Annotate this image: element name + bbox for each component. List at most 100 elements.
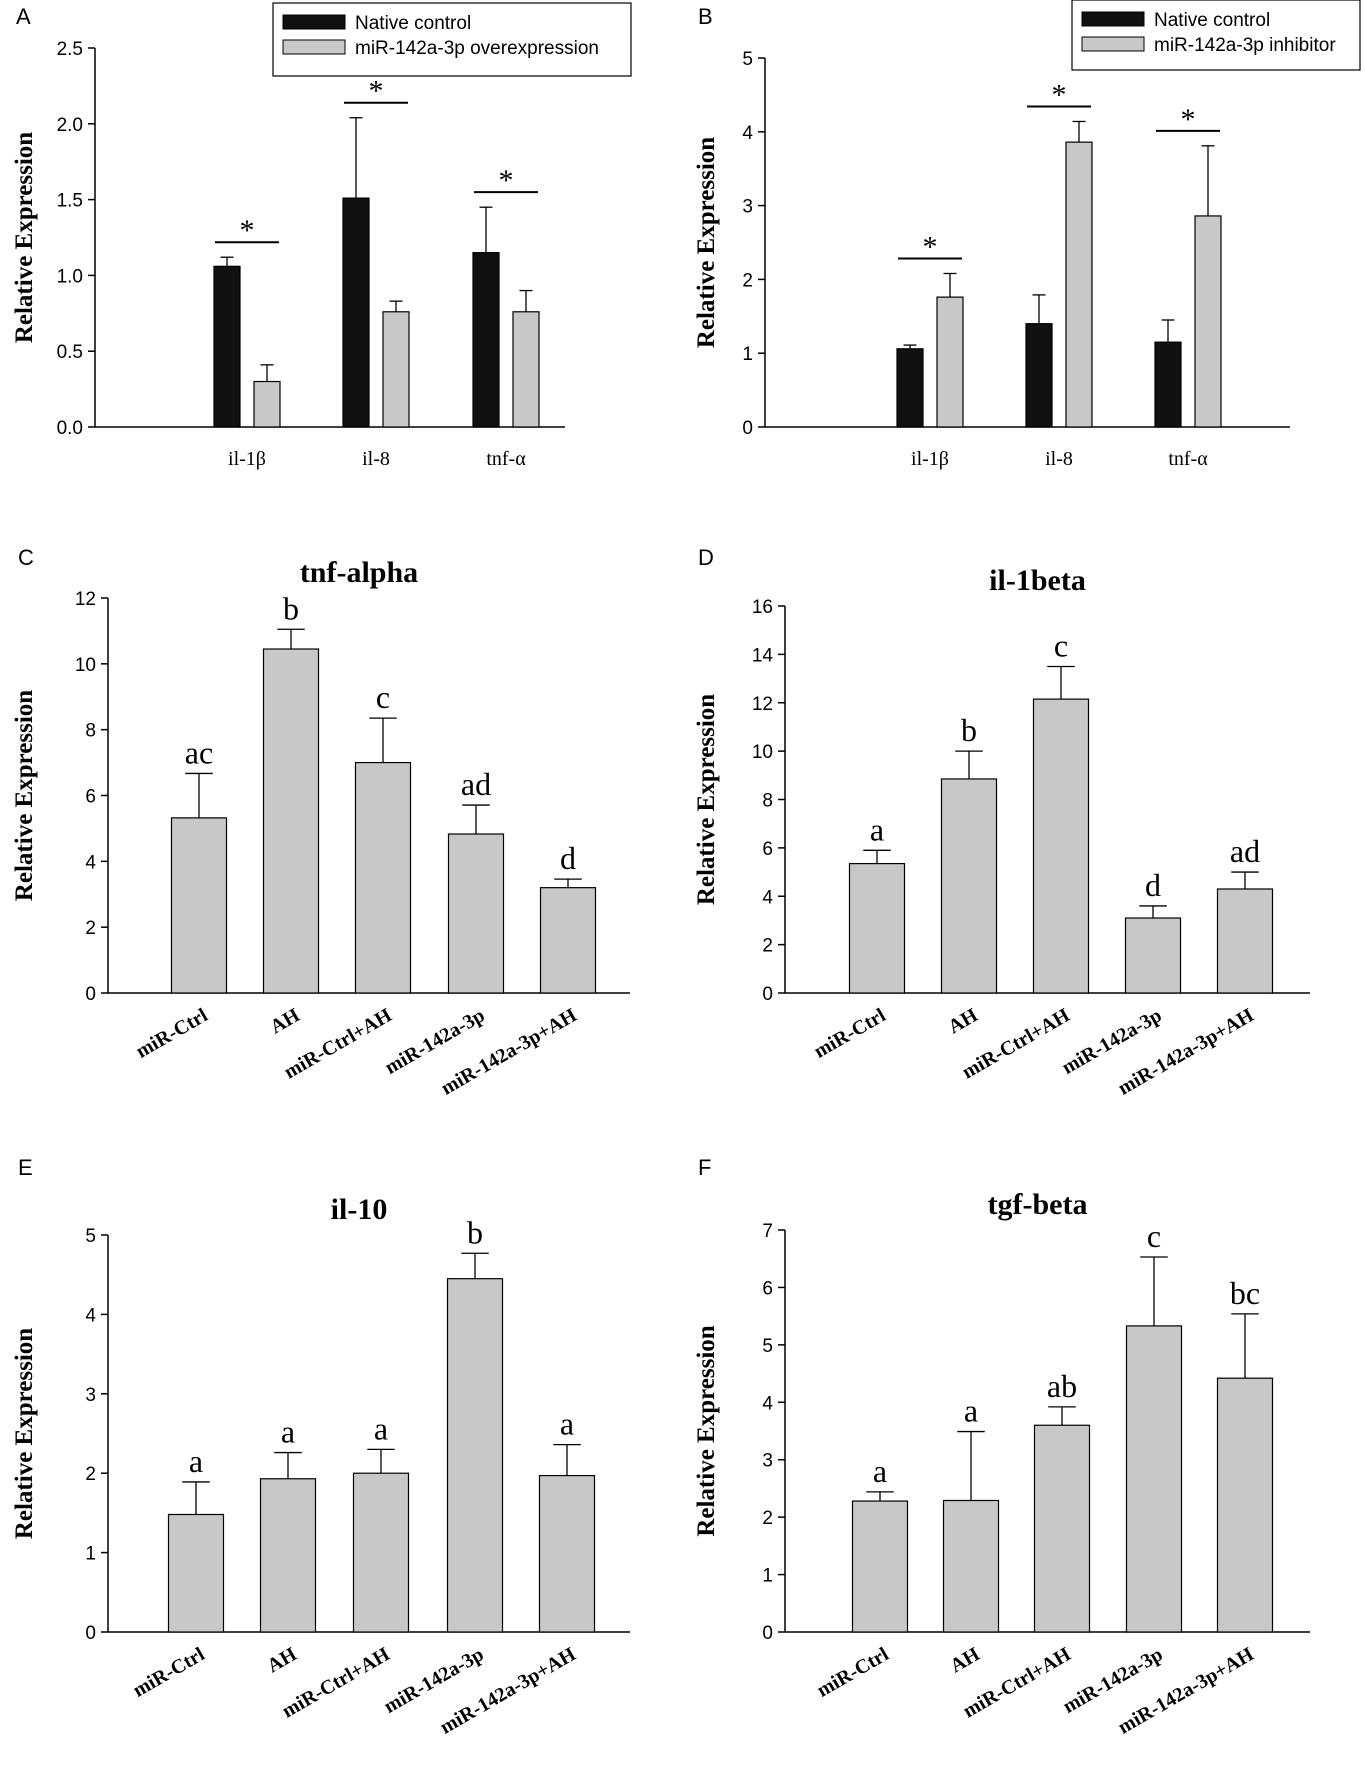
y-tick-label: 10	[752, 742, 773, 763]
significance-letter: bc	[1230, 1275, 1260, 1311]
legend-label: Native control	[1154, 10, 1270, 31]
significance-letter: a	[870, 811, 884, 847]
y-tick-label: 2	[85, 918, 96, 939]
bar	[213, 265, 241, 428]
legend-swatch	[1081, 36, 1145, 52]
bar	[538, 1474, 596, 1633]
x-tick-label: il-1β	[911, 448, 949, 470]
y-tick-label: 12	[75, 589, 96, 610]
y-axis-label: Relative Expression	[693, 694, 720, 905]
significance-star: *	[240, 214, 255, 247]
y-tick-label: 12	[752, 694, 773, 715]
chart-title: il-1beta	[989, 564, 1086, 597]
x-tick-label: il-8	[1045, 448, 1073, 470]
bar	[259, 1478, 317, 1633]
x-tick-label: AH	[945, 1004, 982, 1038]
y-tick-label: 1	[742, 344, 753, 365]
x-tick-label: miR-Ctrl	[810, 1004, 890, 1063]
x-tick-label: AH	[267, 1004, 304, 1038]
bar	[472, 252, 500, 428]
y-tick-label: 0	[762, 1623, 773, 1644]
y-tick-label: 4	[742, 123, 753, 144]
y-tick-label: 4	[85, 852, 96, 873]
bar	[342, 197, 370, 428]
bar	[851, 1500, 909, 1633]
bar	[1194, 215, 1222, 428]
y-tick-label: 0	[85, 1623, 96, 1644]
bar	[1216, 1377, 1274, 1633]
y-tick-label: 1.0	[57, 266, 83, 287]
significance-letter: c	[1147, 1218, 1161, 1254]
legend-swatch	[282, 39, 346, 55]
y-tick-label: 5	[762, 1336, 773, 1357]
chart-title: tnf-alpha	[300, 556, 418, 589]
y-tick-label: 3	[762, 1451, 773, 1472]
y-tick-label: 2	[762, 936, 773, 957]
y-tick-label: 6	[85, 787, 96, 808]
y-tick-label: 16	[752, 597, 773, 618]
bar	[1154, 341, 1182, 428]
y-tick-label: 14	[752, 645, 774, 666]
y-tick-label: 3	[742, 197, 753, 218]
y-axis-label: Relative Expression	[11, 690, 38, 901]
significance-letter: b	[283, 590, 299, 626]
significance-letter: b	[961, 712, 977, 748]
panel-letter: B	[698, 4, 713, 29]
x-tick-label: miR-Ctrl	[132, 1004, 212, 1063]
y-tick-label: 5	[85, 1226, 96, 1247]
significance-letter: ad	[1230, 833, 1260, 869]
bar	[1065, 141, 1093, 428]
bar	[512, 311, 540, 428]
bar	[170, 817, 228, 994]
significance-letter: a	[374, 1410, 388, 1446]
panel-b: B 0 1 2 3 4 5 Relative Expression il-1β * il-8 * tnf…	[693, 0, 1361, 470]
legend-label: Native control	[355, 13, 471, 34]
significance-letter: c	[1054, 627, 1068, 663]
bar	[1125, 1325, 1183, 1633]
significance-star: *	[499, 164, 514, 197]
x-tick-label: tnf-α	[1168, 448, 1208, 470]
panel-e: Eil-10 0 1 2 3 4 5 Relative Expression miR-Ctrl a…	[11, 1155, 630, 1739]
y-tick-label: 4	[85, 1305, 96, 1326]
y-tick-label: 2.0	[57, 115, 83, 136]
y-axis-label: Relative Expression	[693, 137, 720, 348]
bar	[167, 1513, 225, 1633]
y-tick-label: 5	[742, 49, 753, 70]
panel-letter: A	[16, 4, 31, 29]
x-tick-label: il-8	[362, 448, 390, 470]
bar	[1124, 917, 1182, 994]
y-tick-label: 8	[762, 791, 773, 812]
y-tick-label: 10	[75, 655, 96, 676]
significance-star: *	[369, 75, 384, 108]
significance-letter: b	[467, 1214, 483, 1250]
bar	[936, 296, 964, 428]
bar	[539, 887, 597, 994]
bar	[354, 761, 412, 994]
significance-letter: d	[1145, 867, 1161, 903]
legend-label: miR-142a-3p overexpression	[355, 38, 599, 59]
x-tick-label: AH	[947, 1643, 984, 1677]
significance-letter: a	[189, 1443, 203, 1479]
y-tick-label: 2	[85, 1464, 96, 1485]
bar	[253, 380, 281, 428]
y-tick-label: 0	[85, 984, 96, 1005]
bar	[447, 833, 505, 994]
x-tick-label: miR-Ctrl	[813, 1643, 893, 1702]
y-tick-label: 0	[742, 418, 753, 439]
legend-swatch	[282, 14, 346, 30]
x-tick-label: AH	[264, 1643, 301, 1677]
panel-letter: D	[698, 545, 714, 570]
y-tick-label: 8	[85, 721, 96, 742]
panel-letter: C	[18, 545, 34, 570]
y-tick-label: 2	[762, 1508, 773, 1529]
significance-star: *	[923, 230, 938, 263]
legend-label: miR-142a-3p inhibitor	[1154, 35, 1336, 56]
y-axis-label: Relative Expression	[693, 1325, 720, 1536]
y-tick-label: 1	[762, 1566, 773, 1587]
bar	[382, 311, 410, 428]
y-tick-label: 3	[85, 1385, 96, 1406]
bar	[896, 348, 924, 428]
bar	[1032, 698, 1090, 994]
